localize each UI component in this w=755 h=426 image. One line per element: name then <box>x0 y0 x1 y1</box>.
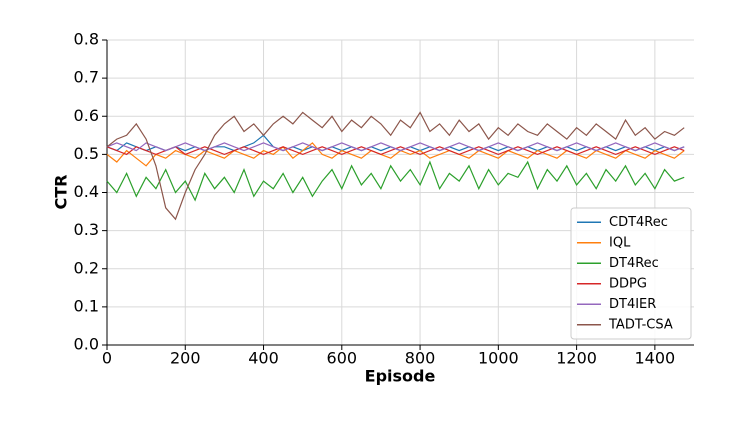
y-tick-label: 0.4 <box>74 182 99 201</box>
legend-label: TADT-CSA <box>608 317 673 332</box>
y-tick-label: 0.3 <box>74 220 99 239</box>
x-tick-label: 400 <box>248 349 279 368</box>
x-tick-label: 1000 <box>478 349 519 368</box>
legend-box <box>570 207 692 340</box>
x-tick-label: 800 <box>405 349 436 368</box>
legend-label: CDT4Rec <box>609 215 668 230</box>
x-tick-label: 200 <box>170 349 201 368</box>
y-tick-label: 0.5 <box>74 144 99 163</box>
y-tick-label: 0.0 <box>74 335 99 354</box>
series-line <box>106 111 685 221</box>
legend-label: DT4Rec <box>609 256 659 271</box>
legend-label: IQL <box>609 235 631 250</box>
y-tick-label: 0.8 <box>74 30 99 49</box>
x-tick-label: 1400 <box>635 349 676 368</box>
y-axis-label: CTR <box>52 175 71 210</box>
y-tick-label: 0.7 <box>74 68 99 87</box>
y-tick-label: 0.2 <box>74 258 99 277</box>
y-tick-label: 0.1 <box>74 296 99 315</box>
x-tick-label: 600 <box>327 349 358 368</box>
y-tick-label: 0.6 <box>74 106 99 125</box>
x-tick-label: 0 <box>102 349 112 368</box>
x-axis-label: Episode <box>365 367 436 386</box>
series-line <box>106 142 685 152</box>
x-tick-label: 1200 <box>556 349 597 368</box>
legend-label: DDPG <box>609 276 647 291</box>
series-line <box>106 142 685 167</box>
series-line <box>106 160 685 202</box>
legend-label: DT4IER <box>609 297 656 312</box>
